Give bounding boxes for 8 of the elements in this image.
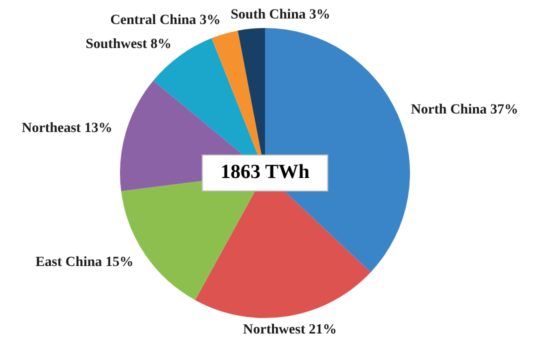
slice-label: South China 3% [230, 7, 330, 22]
slice-label: Northwest 21% [243, 322, 337, 338]
slice-label: Southwest 8% [86, 36, 172, 52]
slice-label: Central China 3% [110, 12, 221, 28]
slice-label: East China 15% [35, 254, 134, 270]
slice-label: Northeast 13% [22, 121, 112, 136]
text: 1863 TWh [220, 161, 310, 184]
slice-label: North China 37% [410, 102, 518, 118]
